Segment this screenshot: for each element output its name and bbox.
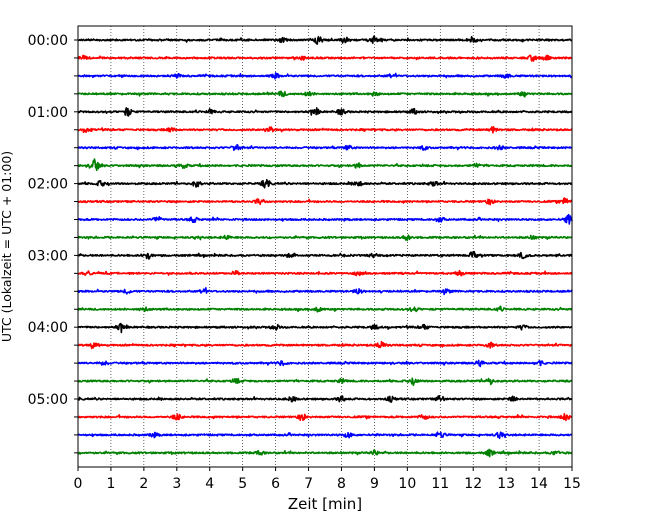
x-tick-label: 0 <box>74 476 83 492</box>
y-tick-label: 01:00 <box>28 105 68 121</box>
seismic-trace <box>77 322 573 334</box>
x-tick-label: 12 <box>464 476 482 492</box>
seismic-trace <box>77 359 573 368</box>
y-tick-label: 04:00 <box>28 320 68 336</box>
seismic-trace <box>77 234 573 242</box>
seismic-trace <box>77 197 573 206</box>
x-tick-label: 10 <box>398 476 416 492</box>
seismic-trace <box>77 431 573 440</box>
seismic-trace <box>77 143 573 151</box>
y-tick-label: 02:00 <box>28 177 68 193</box>
seismic-trace <box>77 54 573 62</box>
x-tick-label: 1 <box>106 476 115 492</box>
seismic-trace <box>77 377 573 387</box>
seismic-trace <box>77 250 573 260</box>
seismic-trace <box>77 448 573 458</box>
seismic-trace <box>77 305 573 313</box>
x-tick-label: 13 <box>497 476 515 492</box>
x-axis-label: Zeit [min] <box>288 495 362 513</box>
grid-lines <box>110 26 540 467</box>
y-tick-label: 00:00 <box>28 33 68 49</box>
plot-frame <box>77 25 573 468</box>
seismic-traces <box>77 35 573 458</box>
y-axis-ticks: 00:00 01:00 02:00 03:00 04:00 05:00 <box>28 33 78 454</box>
seismic-trace <box>77 90 573 98</box>
seismic-trace <box>77 412 573 422</box>
seismic-trace <box>77 287 573 296</box>
x-tick-label: 3 <box>172 476 181 492</box>
seismic-trace <box>77 340 573 350</box>
seismic-trace <box>77 213 573 225</box>
x-tick-label: 6 <box>271 476 280 492</box>
x-tick-label: 2 <box>139 476 148 492</box>
seismic-trace <box>77 394 573 403</box>
seismic-trace <box>77 35 573 45</box>
seismic-trace <box>77 125 573 134</box>
seismic-trace <box>77 158 573 172</box>
x-tick-label: 5 <box>238 476 247 492</box>
x-tick-label: 7 <box>304 476 313 492</box>
seismic-trace <box>77 107 573 117</box>
y-axis-label: UTC (Lokalzeit = UTC + 01:00) <box>0 151 14 342</box>
seismic-trace <box>77 72 573 80</box>
x-tick-label: 14 <box>530 476 548 492</box>
x-tick-label: 15 <box>563 476 581 492</box>
x-tick-label: 9 <box>370 476 379 492</box>
x-axis-ticks: 0 1 2 3 4 5 6 7 8 9 10 11 12 13 14 15 <box>74 467 581 492</box>
x-tick-label: 4 <box>205 476 214 492</box>
y-tick-label: 05:00 <box>28 392 68 408</box>
x-tick-label: 8 <box>337 476 346 492</box>
seismic-trace <box>77 178 573 189</box>
y-tick-label: 03:00 <box>28 248 68 264</box>
seismic-trace <box>77 269 573 277</box>
x-tick-label: 11 <box>431 476 449 492</box>
